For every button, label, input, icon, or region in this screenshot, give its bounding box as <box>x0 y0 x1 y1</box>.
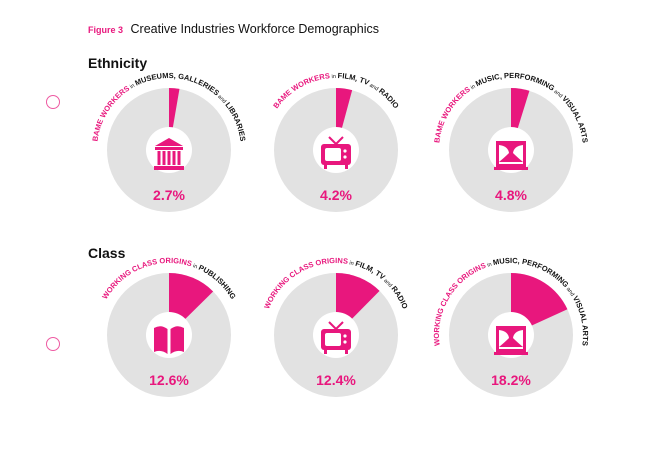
value-label: 4.2% <box>320 187 352 203</box>
figure-header: Figure 3 Creative Industries Workforce D… <box>88 22 379 36</box>
value-label: 12.6% <box>149 372 189 388</box>
donut-chart-ethnicity-2: 4.2%BAME WORKERS in FILM, TV and RADIO <box>271 71 401 212</box>
book-icon <box>154 326 184 354</box>
theatre-stage-icon <box>494 326 528 355</box>
tv-icon <box>321 136 351 169</box>
figure-title: Creative Industries Workforce Demographi… <box>130 22 379 36</box>
donut-chart-class-1: 12.6%WORKING CLASS ORIGINS in PUBLISHING <box>100 256 238 397</box>
donut-chart-class-2: 12.4%WORKING CLASS ORIGINS in FILM, TV a… <box>262 256 410 397</box>
value-label: 12.4% <box>316 372 356 388</box>
donut-chart-class-3: 18.2%WORKING CLASS ORIGINS in MUSIC, PER… <box>432 256 590 397</box>
section-title-ethnicity: Ethnicity <box>88 55 148 71</box>
donut-chart-ethnicity-1: 2.7%BAME WORKERS in MUSEUMS, GALLERIES a… <box>91 71 247 212</box>
section-title-class: Class <box>88 245 126 261</box>
theatre-stage-icon <box>494 141 528 170</box>
value-label: 2.7% <box>153 187 185 203</box>
value-label: 18.2% <box>491 372 531 388</box>
tv-icon <box>321 321 351 354</box>
figure-label: Figure 3 <box>88 25 124 35</box>
class-marker-icon <box>46 337 60 351</box>
icon-backdrop <box>146 312 192 358</box>
museum-icon <box>154 138 184 170</box>
value-label: 4.8% <box>495 187 527 203</box>
donut-chart-ethnicity-3: 4.8%BAME WORKERS in MUSIC, PERFORMING an… <box>432 71 590 212</box>
ethnicity-marker-icon <box>46 95 60 109</box>
